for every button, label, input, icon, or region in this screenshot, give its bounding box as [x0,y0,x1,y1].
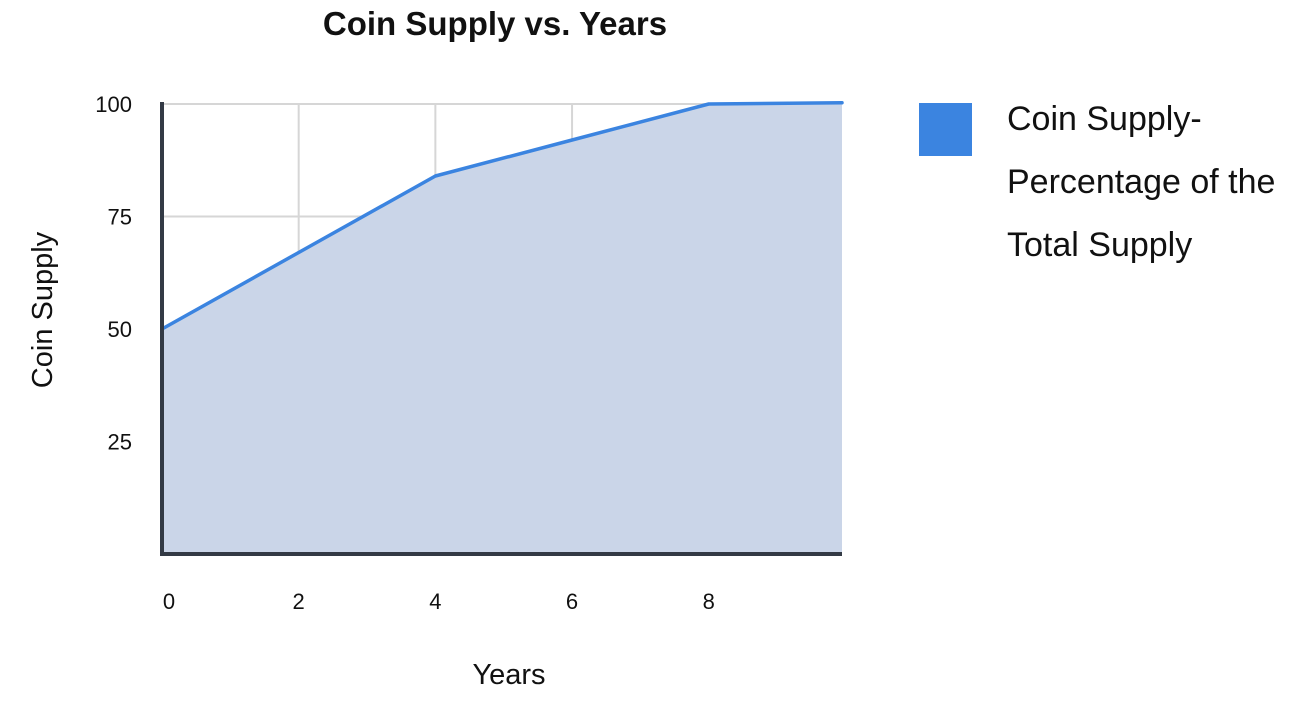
series-0-point-5 [840,101,844,105]
legend-label-line-3: Total Supply [1007,226,1192,264]
y-tick-label-2: 75 [108,205,132,230]
x-axis-label: Years [472,659,545,691]
series-0-point-4 [707,102,711,106]
series-0-point-3 [570,138,574,142]
legend-label-line-2: Percentage of the [1007,163,1275,201]
x-tick-label-2: 4 [429,589,441,614]
y-tick-label-3: 100 [95,92,132,117]
series-0-line [160,100,844,331]
legend: Coin Supply- Percentage of the Total Sup… [919,100,1275,264]
x-tick-label-3: 6 [566,589,578,614]
x-tick-label-4: 8 [703,589,715,614]
y-axis-label: Coin Supply [27,231,59,388]
x-tick-label-0: 0 [163,589,175,614]
series-0-area [162,102,842,554]
chart-title: Coin Supply vs. Years [323,5,667,42]
y-tick-label-0: 25 [108,430,132,455]
y-tick-label-1: 50 [108,317,132,342]
series-0-point-2 [433,174,437,178]
x-tick-label-1: 2 [293,589,305,614]
plot-area: 0 2 4 6 8 25 50 75 100 [95,92,844,614]
legend-label-line-1: Coin Supply- [1007,100,1202,138]
series-0-point-1 [297,251,301,254]
legend-swatch [919,103,972,156]
